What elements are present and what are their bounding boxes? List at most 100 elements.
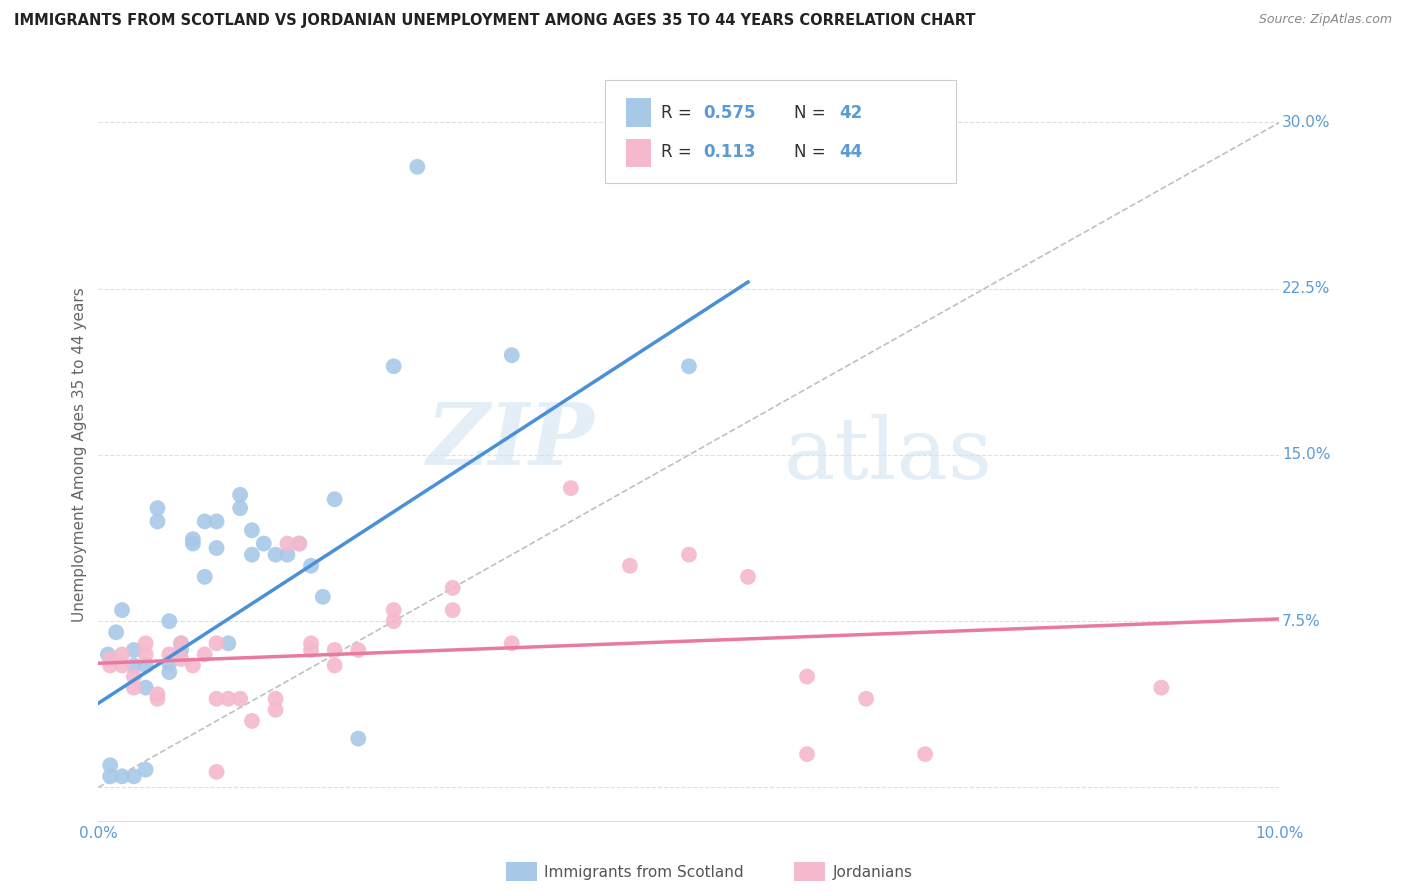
- Point: [229, 691, 252, 706]
- Point: [135, 658, 157, 673]
- Point: [501, 636, 523, 650]
- Point: [217, 691, 239, 706]
- Point: [217, 636, 239, 650]
- Point: [299, 636, 322, 650]
- Point: [1150, 681, 1173, 695]
- Point: [157, 614, 180, 628]
- Text: 15.0%: 15.0%: [1282, 448, 1330, 462]
- Point: [122, 769, 145, 783]
- Point: [146, 687, 169, 701]
- Point: [157, 648, 180, 662]
- Point: [678, 548, 700, 562]
- Point: [323, 643, 346, 657]
- Text: 0.113: 0.113: [703, 144, 755, 161]
- Point: [170, 652, 193, 666]
- Point: [264, 703, 287, 717]
- Point: [288, 536, 311, 550]
- Point: [122, 681, 145, 695]
- Point: [122, 658, 145, 673]
- Point: [122, 643, 145, 657]
- Text: R =: R =: [661, 103, 697, 122]
- Point: [312, 590, 335, 604]
- Point: [135, 636, 157, 650]
- Point: [501, 348, 523, 362]
- Point: [441, 581, 464, 595]
- Point: [98, 652, 121, 666]
- Y-axis label: Unemployment Among Ages 35 to 44 years: Unemployment Among Ages 35 to 44 years: [72, 287, 87, 623]
- Point: [146, 501, 169, 516]
- Point: [253, 536, 276, 550]
- Point: [194, 570, 217, 584]
- Point: [157, 665, 180, 680]
- Point: [299, 558, 322, 573]
- Point: [441, 603, 464, 617]
- Point: [264, 691, 287, 706]
- Text: N =: N =: [794, 103, 831, 122]
- Text: Jordanians: Jordanians: [832, 865, 912, 880]
- Text: 44: 44: [839, 144, 863, 161]
- Point: [737, 570, 759, 584]
- Point: [111, 658, 134, 673]
- Text: atlas: atlas: [783, 413, 993, 497]
- Point: [240, 548, 263, 562]
- Point: [276, 548, 298, 562]
- Point: [111, 603, 134, 617]
- Point: [229, 488, 252, 502]
- Text: 30.0%: 30.0%: [1282, 115, 1330, 130]
- Point: [205, 541, 228, 555]
- Text: Immigrants from Scotland: Immigrants from Scotland: [544, 865, 744, 880]
- Point: [406, 160, 429, 174]
- Point: [135, 763, 157, 777]
- Point: [560, 481, 582, 495]
- Point: [111, 769, 134, 783]
- Point: [181, 658, 204, 673]
- Point: [240, 714, 263, 728]
- Point: [97, 648, 120, 662]
- Point: [914, 747, 936, 761]
- Point: [323, 658, 346, 673]
- Point: [382, 603, 405, 617]
- Point: [181, 532, 204, 546]
- Point: [181, 536, 204, 550]
- Point: [276, 536, 298, 550]
- Text: Source: ZipAtlas.com: Source: ZipAtlas.com: [1258, 13, 1392, 27]
- Point: [98, 658, 121, 673]
- Point: [135, 681, 157, 695]
- Point: [347, 731, 370, 746]
- Point: [678, 359, 700, 374]
- Point: [170, 636, 193, 650]
- Point: [229, 501, 252, 516]
- Point: [135, 648, 157, 662]
- Point: [288, 536, 311, 550]
- Point: [170, 643, 193, 657]
- Point: [619, 558, 641, 573]
- Point: [240, 523, 263, 537]
- Point: [122, 669, 145, 683]
- Point: [98, 758, 121, 772]
- Point: [105, 625, 128, 640]
- Text: R =: R =: [661, 144, 702, 161]
- Text: N =: N =: [794, 144, 831, 161]
- Point: [170, 636, 193, 650]
- Point: [205, 636, 228, 650]
- Point: [157, 657, 180, 671]
- Point: [111, 648, 134, 662]
- Point: [264, 548, 287, 562]
- Point: [146, 691, 169, 706]
- Point: [796, 669, 818, 683]
- Point: [205, 691, 228, 706]
- Point: [347, 643, 370, 657]
- Point: [299, 643, 322, 657]
- Point: [194, 648, 217, 662]
- Point: [855, 691, 877, 706]
- Text: 22.5%: 22.5%: [1282, 281, 1330, 296]
- Point: [146, 515, 169, 529]
- Point: [98, 769, 121, 783]
- Text: 0.575: 0.575: [703, 103, 755, 122]
- Text: IMMIGRANTS FROM SCOTLAND VS JORDANIAN UNEMPLOYMENT AMONG AGES 35 TO 44 YEARS COR: IMMIGRANTS FROM SCOTLAND VS JORDANIAN UN…: [14, 13, 976, 29]
- Point: [382, 614, 405, 628]
- Point: [382, 359, 405, 374]
- Point: [205, 764, 228, 779]
- Point: [205, 515, 228, 529]
- Point: [194, 515, 217, 529]
